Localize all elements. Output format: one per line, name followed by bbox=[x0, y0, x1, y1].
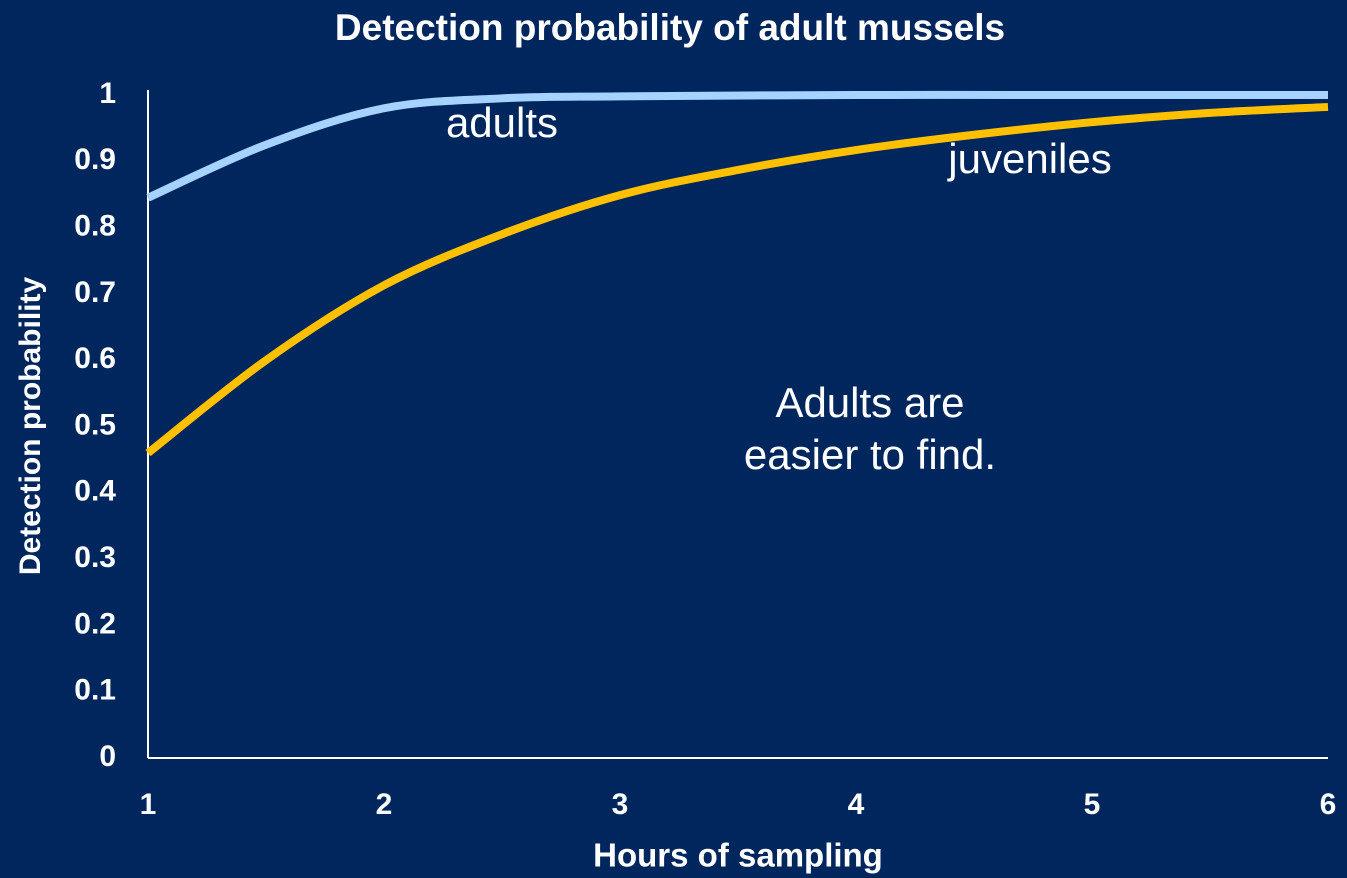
y-tick-label: 0.2 bbox=[74, 607, 116, 640]
y-tick-label: 0 bbox=[99, 740, 116, 773]
annotation: easier to find. bbox=[744, 431, 996, 478]
x-tick-label: 6 bbox=[1320, 788, 1337, 821]
y-tick-label: 0.3 bbox=[74, 541, 116, 574]
annotation: Adults are bbox=[775, 379, 964, 426]
series-label: adults bbox=[446, 99, 558, 146]
y-tick-label: 0.7 bbox=[74, 276, 116, 309]
y-tick-label: 0.5 bbox=[74, 408, 116, 441]
x-axis-label: Hours of sampling bbox=[593, 837, 883, 874]
line bbox=[146, 90, 1328, 202]
x-tick-label: 2 bbox=[376, 788, 393, 821]
x-tick-label: 4 bbox=[848, 788, 865, 821]
y-tick-label: 1 bbox=[99, 77, 116, 110]
y-axis-label: Detection probability bbox=[14, 277, 47, 576]
y-tick-label: 0.8 bbox=[74, 210, 116, 243]
y-tick-label: 0.1 bbox=[74, 674, 116, 707]
series-label: juveniles bbox=[946, 135, 1111, 182]
chart-title: Detection probability of adult mussels bbox=[335, 7, 1005, 48]
x-tick-label: 5 bbox=[1084, 788, 1101, 821]
line bbox=[145, 102, 1329, 457]
x-tick-label: 3 bbox=[612, 788, 629, 821]
y-tick-label: 0.4 bbox=[74, 475, 116, 508]
x-tick-label: 1 bbox=[140, 788, 157, 821]
y-tick-label: 0.9 bbox=[74, 143, 116, 176]
y-tick-label: 0.6 bbox=[74, 342, 116, 375]
